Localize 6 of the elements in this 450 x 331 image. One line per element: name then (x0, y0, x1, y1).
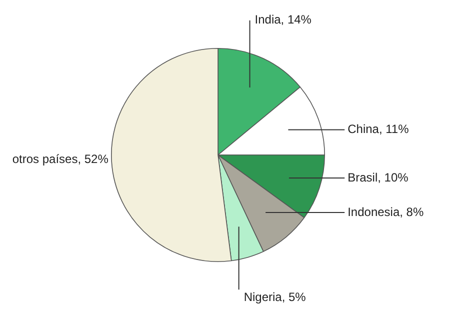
slice-label: Brasil, 10% (348, 170, 409, 184)
slice-label: Nigeria, 5% (244, 290, 306, 304)
slice-label: India, 14% (254, 12, 312, 27)
slice-label: Indonesia, 8% (348, 204, 424, 219)
slice-label: China, 11% (348, 122, 410, 136)
slice-label: otros países, 52% (12, 152, 109, 166)
